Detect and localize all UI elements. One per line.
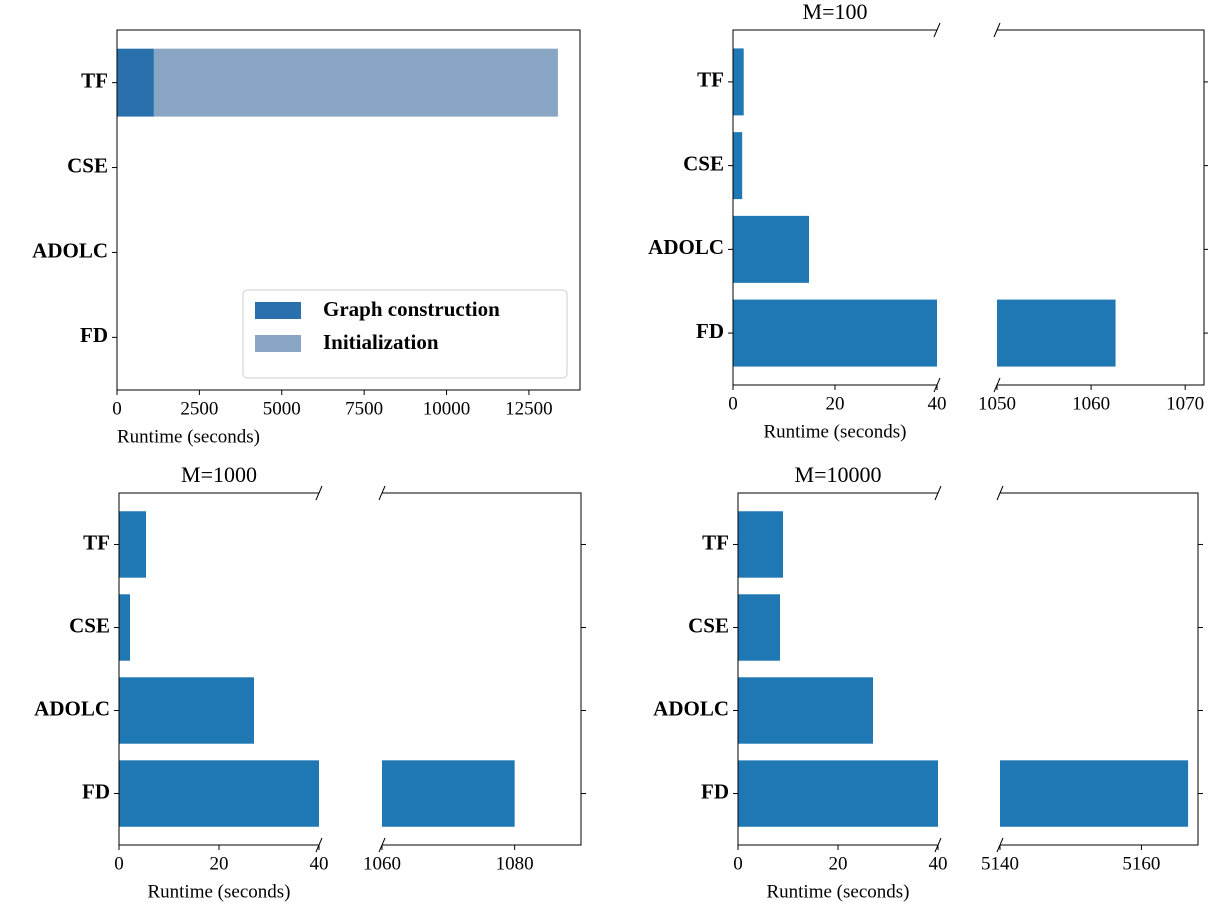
- x-tick-label: 7500: [345, 398, 383, 419]
- x-tick-label: 0: [112, 398, 122, 419]
- x-tick-label: 1060: [1072, 393, 1110, 414]
- subplot: TF CSE ADOLC FD 0 20 40 1060 1080 Runtime (second…: [34, 462, 586, 902]
- y-tick-label: TF: [81, 68, 108, 92]
- y-tick-label: CSE: [67, 153, 108, 177]
- subplot: TF CSE ADOLC FD 0 2500 5000 7500 10000 12500 Runti…: [32, 29, 581, 447]
- x-axis-label: Runtime (seconds): [147, 881, 290, 902]
- x-tick-label: 1050: [978, 393, 1016, 414]
- chart-title: M=1000: [181, 462, 257, 487]
- break-mark: [993, 22, 1001, 38]
- break-mark: [933, 22, 941, 38]
- x-tick-label: 20: [826, 393, 845, 414]
- bar: [738, 677, 873, 744]
- x-tick-label: 2500: [180, 398, 218, 419]
- legend-label: Initialization: [323, 330, 439, 354]
- y-tick-label: TF: [702, 530, 729, 554]
- x-tick-label: 5000: [263, 398, 301, 419]
- x-tick-label: 5140: [981, 853, 1019, 874]
- axes-spine: [382, 492, 582, 846]
- bar: [119, 760, 319, 827]
- y-tick-label: CSE: [688, 613, 729, 637]
- bar: [382, 760, 515, 827]
- x-tick-label: 5160: [1122, 853, 1160, 874]
- y-tick-label: ADOLC: [653, 696, 729, 720]
- x-axis-label: Runtime (seconds): [766, 881, 909, 902]
- bar: [738, 511, 783, 578]
- break-mark: [996, 485, 1004, 501]
- y-tick-label: FD: [696, 319, 724, 343]
- axes-frame: [116, 29, 581, 391]
- bar: [1000, 760, 1189, 827]
- x-tick-label: 10000: [423, 398, 471, 419]
- x-tick-label: 0: [114, 853, 124, 874]
- x-tick-label: 0: [728, 393, 738, 414]
- x-tick-label: 20: [829, 853, 848, 874]
- x-tick-label: 40: [929, 853, 948, 874]
- bar: [738, 760, 938, 827]
- bar: [733, 48, 744, 116]
- x-tick-label: 1060: [363, 853, 401, 874]
- y-tick-label: TF: [83, 530, 110, 554]
- legend-box: [242, 289, 568, 379]
- x-tick-label: 40: [310, 853, 329, 874]
- y-tick-label: TF: [697, 68, 724, 92]
- y-tick-label: FD: [82, 779, 110, 803]
- subplot: TF CSE ADOLC FD 0 20 40 5140 5160 Runtime (second…: [653, 462, 1203, 902]
- y-tick-label: CSE: [69, 613, 110, 637]
- chart-title: M=10000: [795, 462, 882, 487]
- axes-spine: [997, 29, 1205, 386]
- bar: [733, 299, 937, 367]
- x-axis-label: Runtime (seconds): [117, 426, 260, 447]
- y-tick-label: FD: [80, 323, 108, 347]
- x-axis-label: Runtime (seconds): [763, 421, 906, 442]
- y-tick-label: CSE: [683, 151, 724, 175]
- bar: [738, 594, 780, 661]
- y-tick-label: ADOLC: [34, 696, 110, 720]
- break-mark: [378, 485, 386, 501]
- chart-title: M=100: [803, 0, 868, 24]
- bar: [119, 677, 254, 744]
- x-tick-label: 20: [210, 853, 229, 874]
- x-tick-label: 1070: [1166, 393, 1204, 414]
- bar: [733, 132, 743, 200]
- bar: [119, 511, 146, 578]
- x-tick-label: 12500: [505, 398, 553, 419]
- x-tick-label: 40: [928, 393, 947, 414]
- x-tick-label: 1080: [496, 853, 534, 874]
- y-tick-label: ADOLC: [648, 235, 724, 259]
- y-tick-label: FD: [701, 779, 729, 803]
- bar-segment: [117, 48, 154, 117]
- bar: [119, 594, 130, 661]
- bar: [733, 215, 809, 283]
- x-tick-label: 0: [733, 853, 743, 874]
- y-tick-label: ADOLC: [32, 238, 108, 262]
- axes-spine: [1000, 492, 1199, 846]
- legend-swatch: [255, 302, 301, 319]
- bar: [997, 299, 1116, 367]
- bar-segment: [153, 48, 558, 117]
- break-mark: [315, 485, 323, 501]
- legend-label: Graph construction: [323, 297, 500, 321]
- subplot: TF CSE ADOLC FD 0 20 40 1050 1060 1070 Runtime (se…: [648, 0, 1208, 442]
- legend-swatch: [255, 335, 301, 352]
- break-mark: [934, 485, 942, 501]
